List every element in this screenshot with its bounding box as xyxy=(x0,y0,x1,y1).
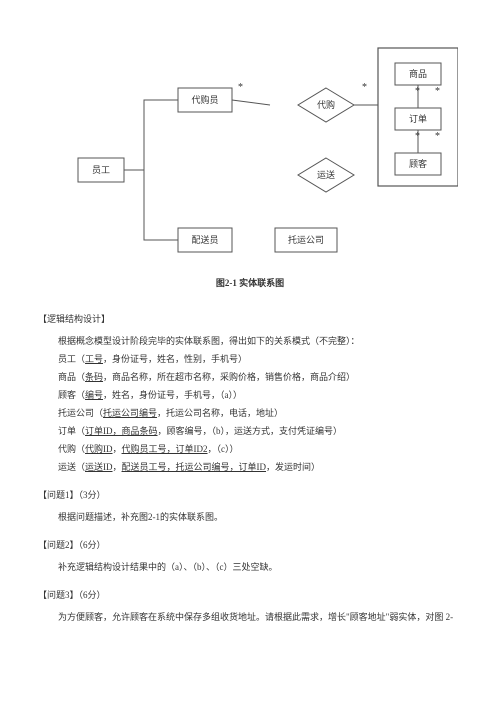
svg-text:*: * xyxy=(435,86,440,97)
svg-text:配送员: 配送员 xyxy=(191,234,218,245)
svg-text:顾客: 顾客 xyxy=(409,158,427,169)
svg-text:*: * xyxy=(415,131,420,142)
question-3-body: 为方便顾客，允许顾客在系统中保存多组收货地址。请根据此需求，增长"顾客地址"弱实… xyxy=(38,608,462,626)
question-1-title: 【问题1】（3分） xyxy=(38,486,462,504)
svg-text:代购: 代购 xyxy=(317,99,335,110)
svg-text:*: * xyxy=(362,82,367,93)
section-logic-design: 【逻辑结构设计】 xyxy=(38,310,462,328)
relation-customer: 顾客（编号，姓名，身份证号，手机号，（a）） xyxy=(38,386,462,404)
logic-intro: 根据概念模型设计阶段完毕的实体联系图，得出如下的关系模式（不完整）： xyxy=(38,332,462,350)
question-2-title: 【问题2】（6分） xyxy=(38,536,462,554)
question-3-title: 【问题3】（6分） xyxy=(38,586,462,604)
svg-text:*: * xyxy=(435,131,440,142)
svg-text:订单: 订单 xyxy=(409,113,427,124)
relation-purchase: 代购（代购ID，代购员工号，订单ID2，（c）） xyxy=(38,440,462,458)
svg-text:托运公司: 托运公司 xyxy=(288,234,324,245)
svg-text:*: * xyxy=(415,86,420,97)
question-2-body: 补充逻辑结构设计结果中的（a）、（b）、（c）三处空缺。 xyxy=(38,558,462,576)
relation-shipping-co: 托运公司（托运公司编号，托运公司名称，电话，地址） xyxy=(38,404,462,422)
relation-delivery: 运送（运送ID，配送员工号，托运公司编号，订单ID，发运时间） xyxy=(38,458,462,476)
svg-text:商品: 商品 xyxy=(409,68,427,79)
svg-text:*: * xyxy=(238,82,243,93)
question-1-body: 根据问题描述，补充图2-1的实体联系图。 xyxy=(38,508,462,526)
svg-text:运送: 运送 xyxy=(317,169,335,180)
er-diagram: 员工 代购员配送员 代购运送托运公司 商品订单顾客 * * * * * * xyxy=(38,28,462,264)
svg-text:员工: 员工 xyxy=(92,165,110,175)
relation-order: 订单（订单ID，商品条码，顾客编号，（b），运送方式，支付凭证编号） xyxy=(38,422,462,440)
relation-product: 商品（条码，商品名称，所在超市名称，采购价格，销售价格，商品介绍） xyxy=(38,368,462,386)
relation-employee: 员工（工号，身份证号，姓名，性别，手机号） xyxy=(38,350,462,368)
diagram-caption: 图2-1 实体联系图 xyxy=(38,274,462,292)
svg-text:代购员: 代购员 xyxy=(191,94,218,105)
